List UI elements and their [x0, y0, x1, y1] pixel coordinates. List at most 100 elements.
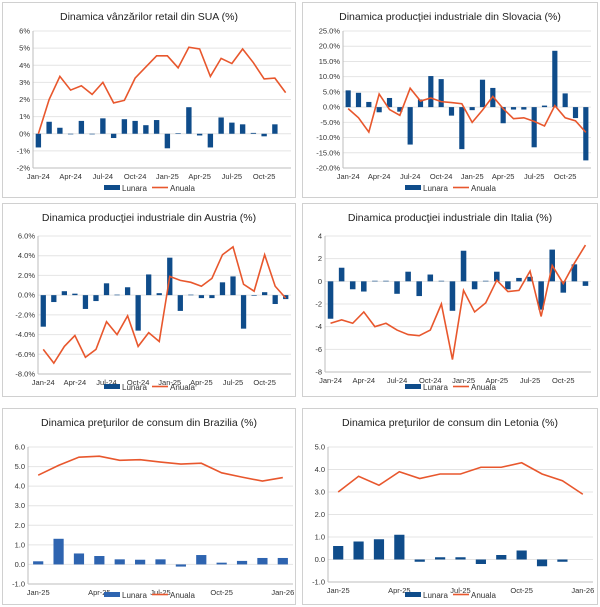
bar-lunara [67, 133, 74, 135]
x-tick-label: Jan-26 [571, 586, 594, 595]
legend-label-lunara: Lunara [122, 591, 147, 600]
y-tick-label: 0.0 [315, 555, 325, 564]
legend-bar-swatch [104, 384, 120, 389]
legend-bar-swatch [405, 592, 421, 597]
bar-lunara [496, 555, 507, 560]
bar-lunara [100, 118, 106, 134]
x-tick-label: Jan-24 [27, 172, 50, 181]
bar-lunara [333, 546, 344, 560]
legend-label-lunara: Lunara [423, 383, 448, 392]
bar-lunara [417, 99, 424, 108]
x-tick-label: Jul-24 [400, 172, 420, 181]
bar-lunara [114, 294, 120, 296]
bar-lunara [216, 562, 227, 565]
y-tick-label: 4% [19, 61, 30, 70]
bar-lunara [53, 538, 64, 565]
bar-lunara [230, 276, 236, 296]
legend-bar-swatch [405, 185, 421, 190]
legend-label-lunara: Lunara [122, 383, 147, 392]
x-tick-label: Jan-26 [271, 588, 294, 597]
y-tick-label: -6 [315, 345, 322, 354]
x-tick-label: Apr-25 [492, 172, 515, 181]
bar-lunara [552, 50, 558, 108]
legend-label-lunara: Lunara [423, 184, 448, 193]
bar-lunara [219, 282, 226, 296]
bar-lunara [435, 557, 446, 560]
x-tick-label: Oct-24 [419, 376, 442, 385]
y-tick-label: -2.0% [15, 310, 35, 319]
bar-lunara [366, 101, 372, 108]
bar-lunara [510, 107, 517, 110]
bar-lunara [196, 133, 203, 136]
bar-lunara [482, 280, 489, 282]
bar-lunara [186, 107, 192, 134]
bar-lunara [372, 280, 378, 282]
x-tick-label: Jan-25 [327, 586, 350, 595]
bar-lunara [459, 107, 465, 150]
bar-lunara [414, 559, 425, 562]
y-tick-label: 6.0% [18, 232, 35, 241]
bar-lunara [448, 107, 455, 116]
x-tick-label: Apr-25 [486, 376, 509, 385]
bar-lunara [239, 124, 246, 134]
bar-lunara [521, 107, 527, 110]
y-tick-label: -20.0% [316, 164, 340, 173]
x-tick-label: Jul-25 [520, 376, 540, 385]
chart-title: Dinamica preţurilor de consum din Brazil… [41, 417, 257, 429]
bar-lunara [469, 107, 475, 111]
y-tick-label: -10.0% [316, 133, 340, 142]
bar-lunara [78, 120, 85, 134]
bar-lunara [527, 276, 533, 282]
bar-lunara [124, 287, 131, 296]
bar-lunara [121, 119, 128, 134]
legend-bar-swatch [104, 185, 120, 190]
bar-lunara [110, 133, 117, 139]
bar-lunara [33, 561, 44, 565]
y-tick-label: 2 [318, 254, 322, 263]
bar-lunara [516, 277, 522, 282]
chart-title: Dinamica producţiei industriale din Ital… [348, 212, 552, 224]
legend-label-anuala: Anuala [170, 591, 195, 600]
bar-lunara [89, 133, 95, 135]
y-tick-label: 3.0 [315, 488, 325, 497]
bar-lunara [428, 76, 434, 108]
bar-lunara [394, 281, 400, 294]
x-tick-label: Jan-24 [337, 172, 360, 181]
x-tick-label: Oct-24 [127, 378, 150, 387]
y-tick-label: 0.0% [323, 103, 340, 112]
chart-title: Dinamica vânzărilor retail din SUA (%) [60, 11, 238, 23]
x-tick-label: Oct-25 [554, 172, 577, 181]
bar-lunara [438, 280, 445, 282]
y-tick-label: 5.0% [323, 87, 340, 96]
bar-lunara [82, 295, 89, 309]
y-tick-label: 6% [19, 27, 30, 36]
bar-lunara [262, 292, 268, 296]
x-tick-label: Oct-25 [253, 172, 276, 181]
bar-lunara [536, 559, 548, 567]
line-anuala [347, 86, 587, 134]
x-tick-label: Jan-25 [156, 172, 179, 181]
line-anuala [330, 244, 587, 360]
bar-lunara [557, 559, 568, 562]
legend-label-anuala: Anuala [471, 184, 496, 193]
bar-lunara [479, 79, 486, 108]
bar-lunara [57, 127, 63, 134]
bar-lunara [175, 564, 186, 567]
chart-panel-sua: Dinamica vânzărilor retail din SUA (%) -2… [2, 2, 296, 198]
bar-lunara [218, 117, 224, 134]
chart-svg: Dinamica preţurilor de consum din Letoni… [312, 417, 594, 600]
legend-label-anuala: Anuala [471, 591, 496, 600]
x-tick-label: Jan-25 [452, 376, 475, 385]
bar-lunara [397, 107, 403, 112]
bar-lunara [407, 107, 413, 145]
chart-svg: Dinamica producţiei industriale din Slov… [316, 11, 591, 193]
y-tick-label: 10.0% [319, 72, 341, 81]
bar-lunara [135, 295, 141, 331]
bar-lunara [455, 557, 466, 560]
bar-lunara [72, 293, 78, 296]
y-tick-label: -8 [315, 368, 322, 377]
bar-lunara [257, 557, 268, 565]
bar-lunara [229, 122, 235, 134]
y-tick-label: 6.0 [15, 443, 25, 452]
bar-lunara [416, 281, 422, 297]
